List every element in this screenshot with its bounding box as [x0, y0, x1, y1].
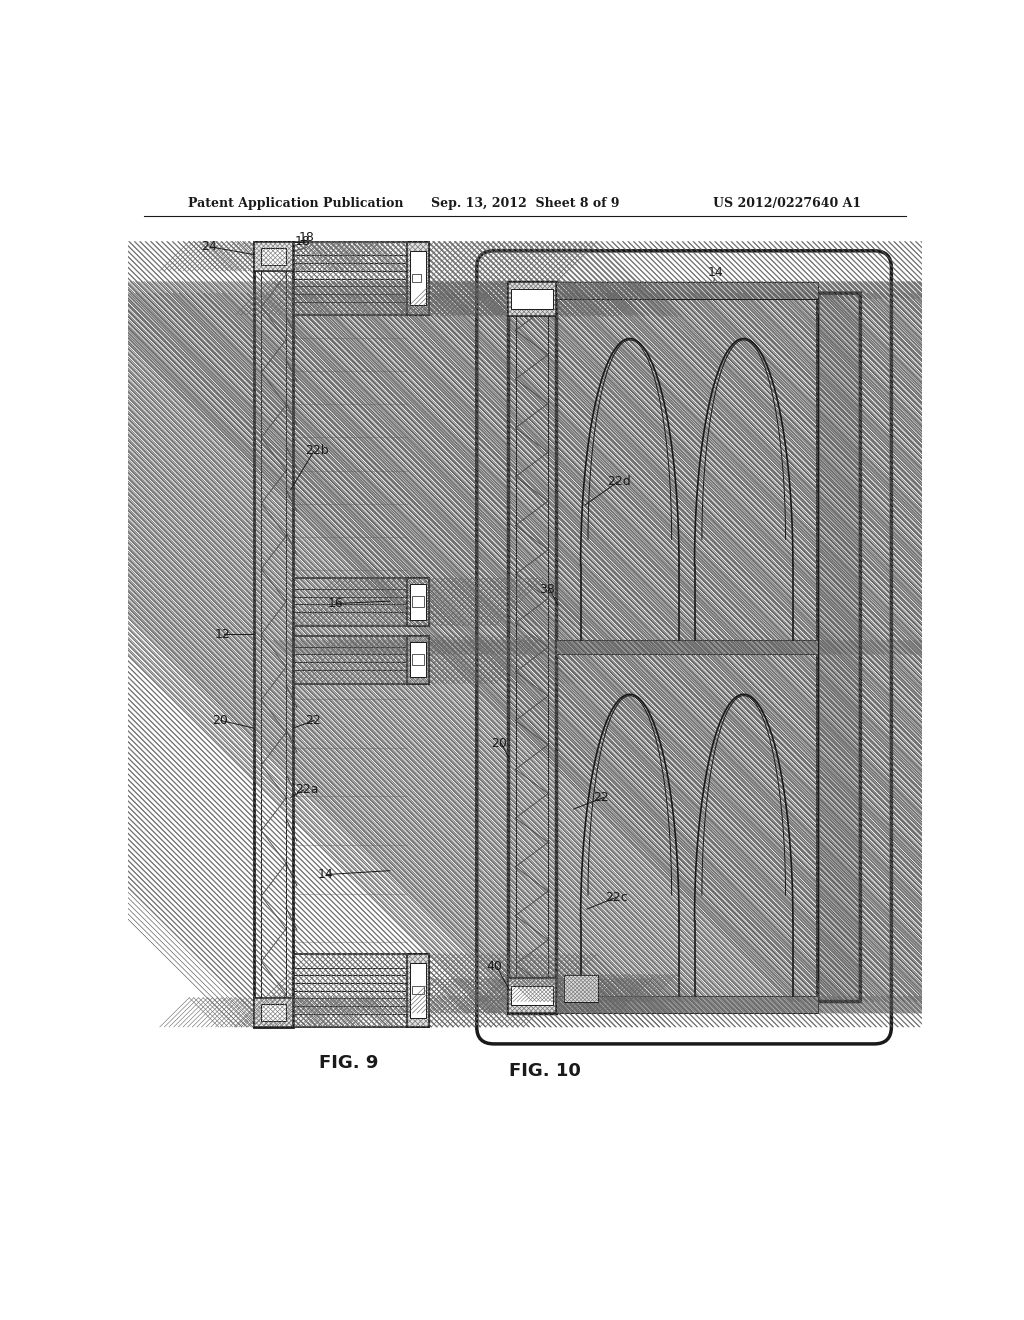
Text: 22d: 22d	[607, 475, 631, 488]
Bar	[412, 986, 424, 994]
Text: FIG. 10: FIG. 10	[509, 1061, 582, 1080]
Bar	[407, 242, 429, 314]
Bar	[410, 585, 426, 619]
Bar	[556, 997, 818, 1014]
Text: 14: 14	[708, 265, 723, 279]
Bar	[410, 251, 426, 305]
Bar	[254, 242, 293, 271]
Text: 18: 18	[295, 235, 310, 248]
Text: FIG. 9: FIG. 9	[319, 1055, 379, 1072]
Text: 22: 22	[305, 714, 321, 727]
Bar	[556, 281, 818, 298]
Text: US 2012/0227640 A1: US 2012/0227640 A1	[713, 197, 861, 210]
Bar	[412, 275, 421, 281]
Text: 24: 24	[202, 240, 217, 253]
Text: 22c: 22c	[604, 891, 628, 904]
Bar	[511, 986, 553, 1006]
Bar	[293, 578, 429, 626]
Text: 22a: 22a	[295, 783, 318, 796]
Text: 22: 22	[593, 791, 608, 804]
Bar	[508, 281, 556, 1014]
Bar	[261, 1003, 286, 1020]
Text: 14: 14	[317, 869, 334, 880]
Text: 38: 38	[539, 583, 555, 597]
Bar	[508, 281, 556, 317]
FancyBboxPatch shape	[818, 293, 860, 1002]
Text: 16: 16	[328, 597, 344, 610]
Bar	[261, 248, 286, 264]
Bar	[412, 595, 424, 607]
Text: 20: 20	[490, 737, 507, 750]
Bar	[556, 640, 818, 655]
Text: 22b: 22b	[305, 445, 329, 458]
Text: Patent Application Publication: Patent Application Publication	[188, 197, 403, 210]
Bar	[410, 964, 426, 1018]
Bar	[410, 642, 426, 677]
Text: 40: 40	[486, 961, 502, 973]
Bar	[293, 954, 429, 1027]
Text: Sep. 13, 2012  Sheet 8 of 9: Sep. 13, 2012 Sheet 8 of 9	[430, 197, 620, 210]
Bar	[412, 653, 424, 665]
Bar	[293, 242, 429, 314]
Text: 12: 12	[215, 628, 230, 640]
Bar	[407, 636, 429, 684]
Bar	[563, 974, 598, 1002]
Bar	[508, 978, 556, 1014]
Text: 20: 20	[212, 714, 227, 727]
Bar	[407, 578, 429, 626]
Bar	[254, 998, 293, 1027]
Bar	[407, 954, 429, 1027]
Bar	[293, 636, 429, 684]
Bar	[254, 242, 293, 1027]
Bar	[511, 289, 553, 309]
Text: 18: 18	[299, 231, 314, 244]
